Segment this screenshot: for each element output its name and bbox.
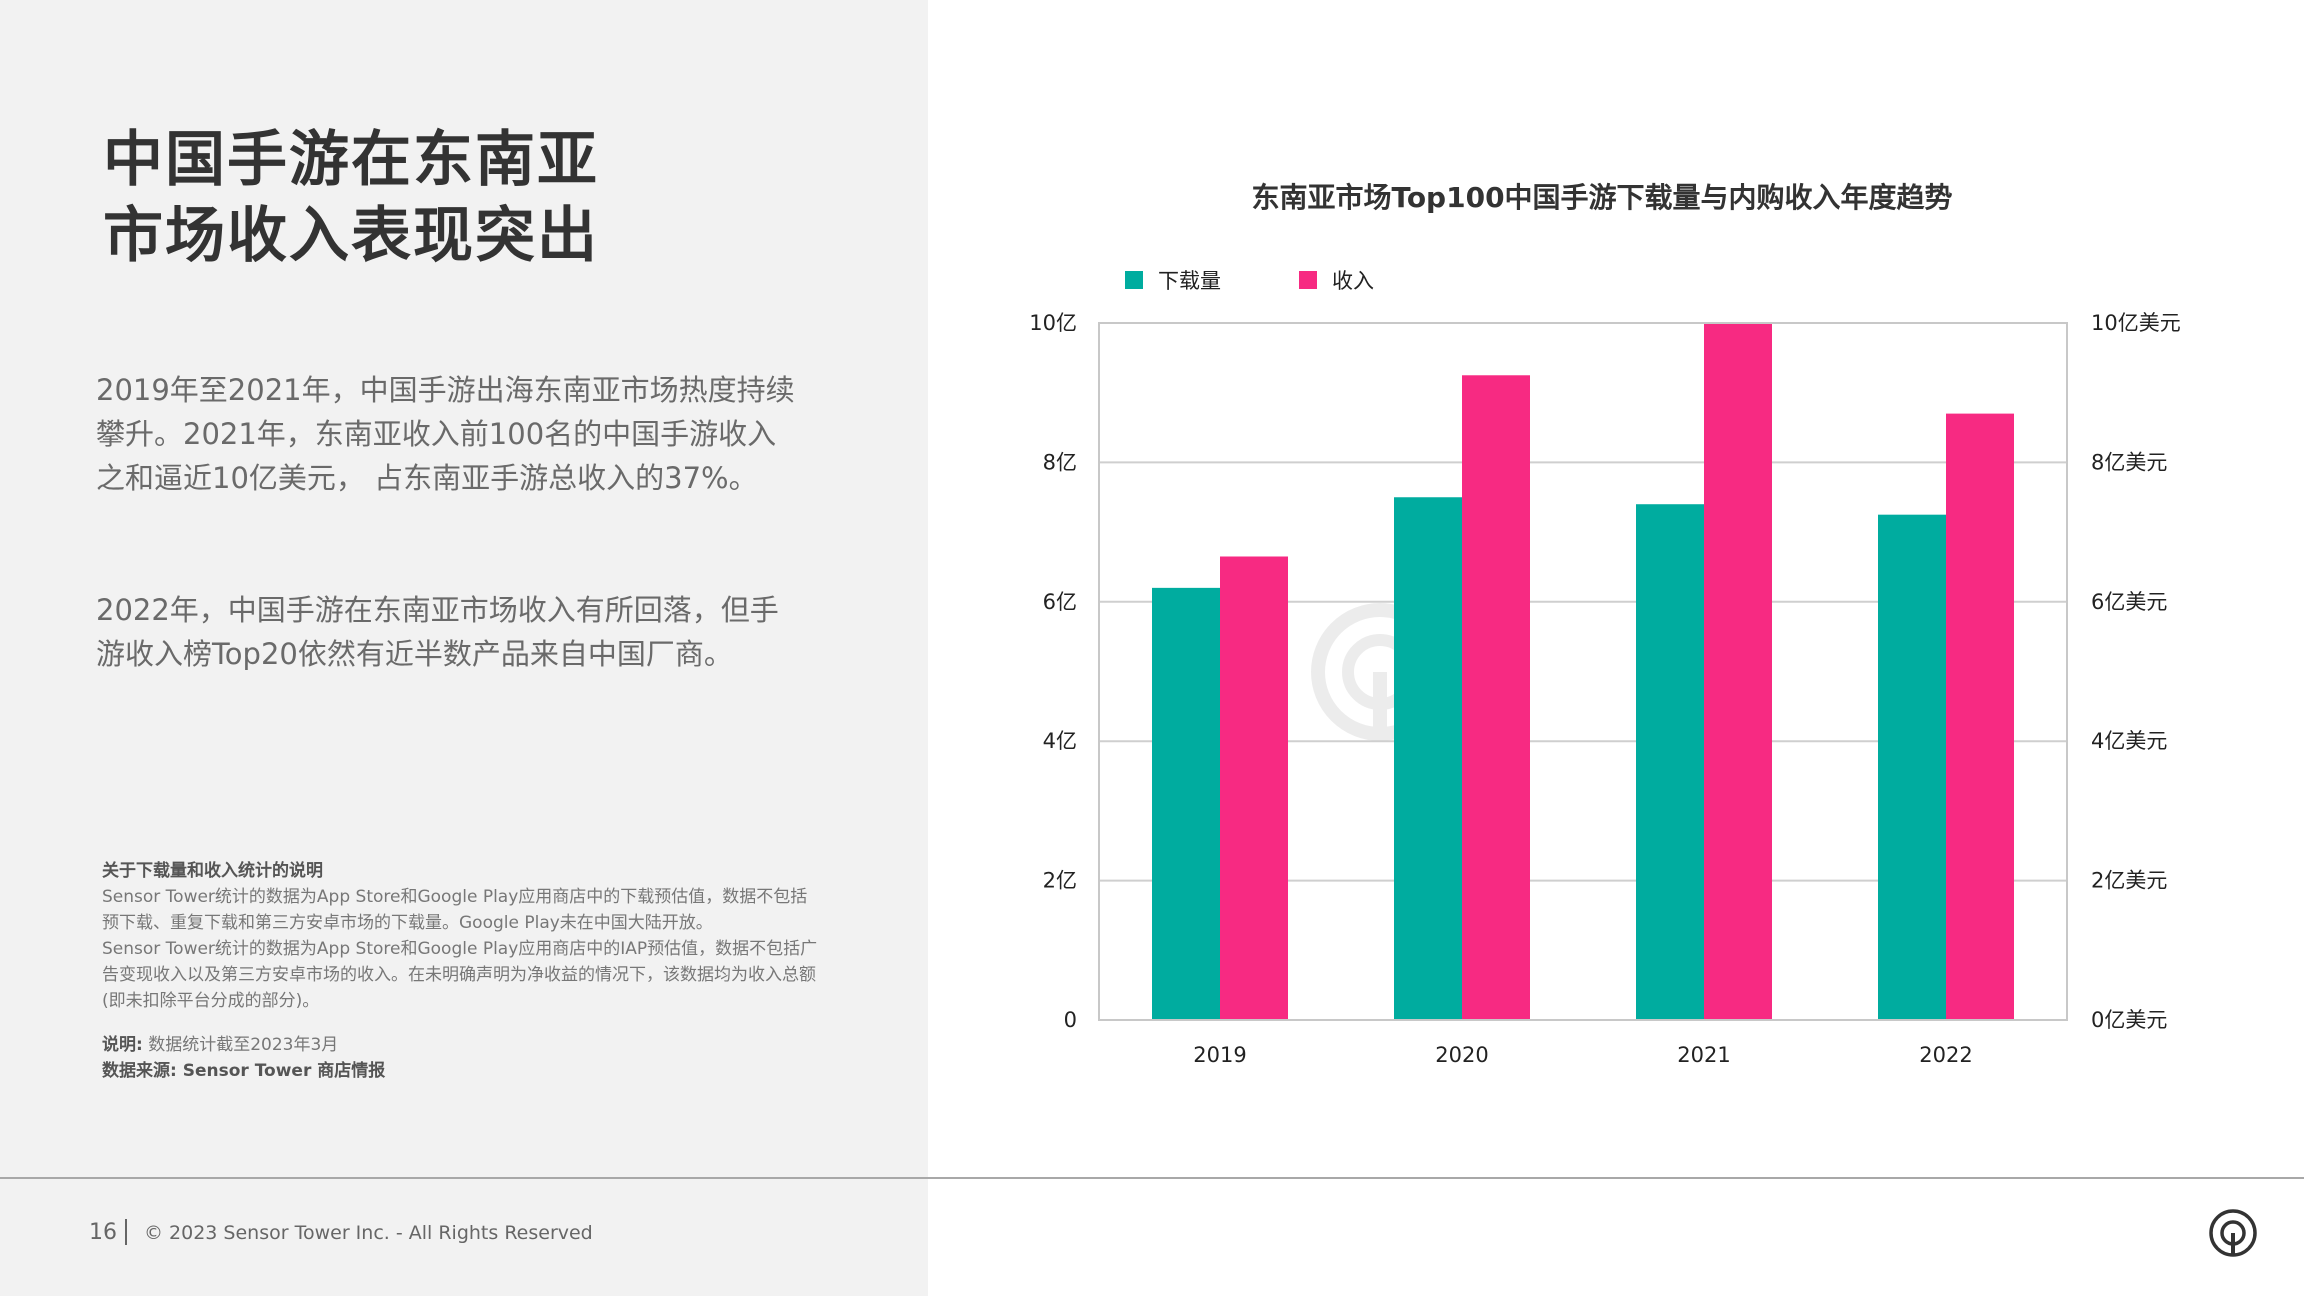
- bar-revenue-2020: [1462, 375, 1530, 1020]
- notes-heading: 关于下载量和收入统计的说明: [102, 861, 323, 881]
- left-axis-tick-label: 8亿: [1043, 450, 1077, 474]
- footer-divider: [0, 1177, 2304, 1179]
- bar-downloads-2019: [1152, 587, 1220, 1020]
- left-axis-tick-label: 2亿: [1043, 869, 1077, 893]
- left-axis-tick-label: 0: [1064, 1008, 1077, 1032]
- sensor-tower-logo-icon[interactable]: [2208, 1208, 2258, 1258]
- footer-separator: [125, 1219, 127, 1245]
- chart-title: 东南亚市场Top100中国手游下载量与内购收入年度趋势: [1251, 181, 1952, 214]
- bar-downloads-2021: [1636, 504, 1704, 1021]
- page-title-line-2: 市场收入表现突出: [103, 201, 599, 271]
- left-panel: 中国手游在东南亚 市场收入表现突出 2019年至2021年，中国手游出海东南亚市…: [0, 0, 928, 1296]
- left-axis-tick-label: 4亿: [1043, 729, 1077, 753]
- bar-chart: 0 2亿 4亿 6亿 8亿 10亿 0亿美元 2亿美元 4亿美元 6亿美元 8亿美元 10亿美元 2…: [1029, 181, 2181, 1067]
- methodology-notes: 关于下载量和收入统计的说明 Sensor Tower统计的数据为App Stor…: [102, 858, 822, 1084]
- notes-explain-text: 数据统计截至2023年3月: [148, 1035, 339, 1055]
- legend-swatch: [1125, 271, 1143, 289]
- summary-paragraph-1: 2019年至2021年，中国手游出海东南亚市场热度持续攀升。2021年，东南亚收…: [96, 373, 795, 495]
- notes-explain-label: 说明:: [102, 1035, 143, 1055]
- notes-downloads-text: Sensor Tower统计的数据为App Store和Google Play应…: [102, 887, 808, 933]
- right-axis-tick-label: 8亿美元: [2091, 450, 2167, 474]
- notes-explain: 说明: 数据统计截至2023年3月: [102, 1032, 822, 1058]
- legend-swatch: [1299, 271, 1317, 289]
- x-axis-tick-label: 2022: [1919, 1043, 1972, 1067]
- notes-revenue-text: Sensor Tower统计的数据为App Store和Google Play应…: [102, 939, 818, 1011]
- x-axis-tick-label: 2020: [1435, 1043, 1488, 1067]
- chart-legend: 下载量 收入: [1125, 269, 1374, 293]
- legend-label: 下载量: [1158, 269, 1221, 293]
- page-title-line-1: 中国手游在东南亚: [103, 125, 599, 195]
- plot-frame: [1098, 322, 2068, 1021]
- right-axis-tick-label: 0亿美元: [2091, 1008, 2167, 1032]
- left-axis-tick-label: 10亿: [1029, 311, 1077, 335]
- right-axis-tick-label: 6亿美元: [2091, 590, 2167, 614]
- copyright-text: © 2023 Sensor Tower Inc. - All Rights Re…: [144, 1222, 593, 1244]
- right-axis-tick-label: 4亿美元: [2091, 729, 2167, 753]
- notes-source: 数据来源: Sensor Tower 商店情报: [102, 1061, 386, 1081]
- bar-downloads-2020: [1394, 497, 1462, 1020]
- summary-paragraph-2: 2022年，中国手游在东南亚市场收入有所回落，但手游收入榜Top20依然有近半数…: [96, 593, 779, 671]
- left-axis-tick-label: 6亿: [1043, 590, 1077, 614]
- page-title: 中国手游在东南亚 市场收入表现突出: [103, 122, 599, 274]
- x-axis-tick-label: 2019: [1193, 1043, 1246, 1067]
- page-number: 16: [89, 1220, 117, 1245]
- bar-revenue-2022: [1946, 413, 2014, 1020]
- x-axis-tick-label: 2021: [1677, 1043, 1730, 1067]
- bar-revenue-2021: [1704, 323, 1772, 1020]
- bar-downloads-2022: [1878, 514, 1946, 1020]
- bar-revenue-2019: [1220, 556, 1288, 1020]
- legend-label: 收入: [1332, 269, 1374, 293]
- right-axis-tick-label: 10亿美元: [2091, 311, 2181, 335]
- right-axis-tick-label: 2亿美元: [2091, 869, 2167, 893]
